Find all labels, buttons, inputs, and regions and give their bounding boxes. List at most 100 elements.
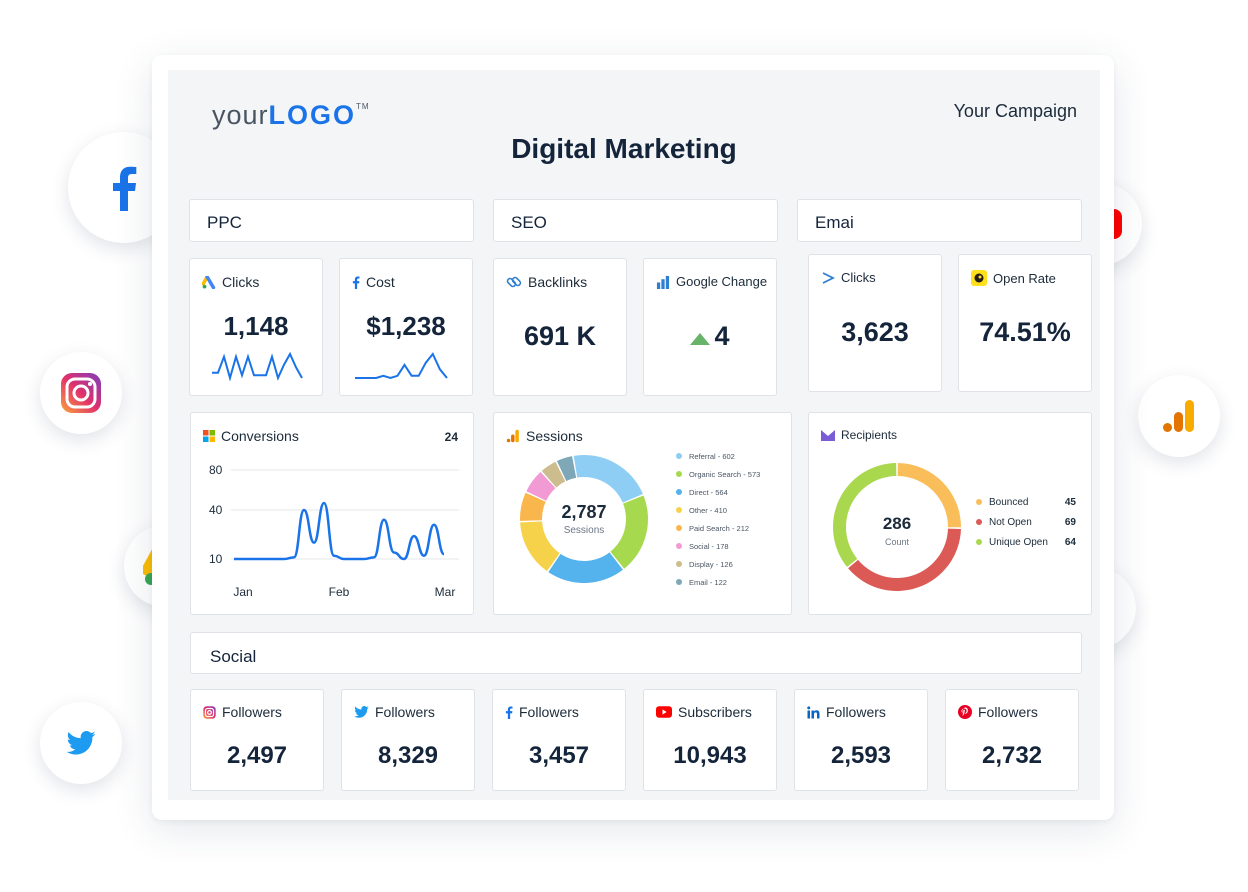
youtube-icon: [656, 706, 672, 718]
kpi-value: 74.51%: [979, 317, 1071, 347]
ppc-cost-card: Cost $1,238: [339, 258, 473, 396]
bar-chart-icon: [656, 275, 670, 289]
section-seo: SEO: [493, 199, 778, 242]
legend-swatch: [676, 489, 682, 495]
kpi-change: 4: [644, 321, 776, 352]
chart-title: Sessions: [526, 428, 583, 444]
google-analytics-bubble: [1138, 375, 1220, 457]
donut-slice: [897, 463, 961, 528]
google-ads-icon: [202, 275, 216, 289]
kpi-value: 2,593: [830, 742, 892, 769]
seo-backlinks-card: Backlinks 691 K: [493, 258, 627, 396]
legend-item: Bounced 45: [976, 492, 1076, 512]
instagram-icon: [61, 373, 101, 413]
legend-label: Other - 410: [689, 505, 727, 515]
y-tick-label: 80: [209, 463, 223, 477]
legend-item: Unique Open 64: [976, 532, 1076, 552]
chart-title: Conversions: [221, 428, 299, 444]
legend-item: Email - 122: [676, 573, 760, 591]
y-tick-label: 10: [209, 552, 223, 566]
chart-title: Recipients: [841, 428, 898, 442]
recipients-donut-chart: [833, 463, 961, 591]
donut-slice: [610, 495, 648, 569]
x-tick-label: Mar: [435, 585, 456, 599]
campaign-monitor-icon: [821, 429, 835, 441]
kpi-value: 2,732: [981, 742, 1043, 769]
kpi-value: 3,623: [841, 317, 909, 347]
legend-label: Direct - 564: [689, 487, 728, 497]
legend-label: Email - 122: [689, 577, 727, 587]
legend-item: Paid Search - 212: [676, 519, 760, 537]
legend-swatch: [676, 453, 682, 459]
legend-swatch: [976, 519, 982, 525]
kpi-label: Cost: [366, 274, 395, 290]
legend-label: Paid Search - 212: [689, 523, 750, 533]
google-analytics-icon: [506, 429, 519, 443]
section-social: Social: [190, 632, 1082, 674]
facebook-icon: [112, 166, 136, 211]
sessions-card: Sessions 2,787 Sessions Referral - 602 Or…: [493, 412, 792, 615]
kpi-label: Backlinks: [528, 274, 588, 290]
recipients-card: Recipients 286 Count Bounced 45 Not Open 69…: [808, 412, 1092, 615]
ppc-clicks-card: Clicks 1,148: [189, 258, 323, 396]
instagram-bubble: [40, 352, 122, 434]
donut-slice: [548, 552, 623, 583]
twitter-icon: [354, 706, 369, 718]
kpi-value: 2,497: [226, 742, 288, 769]
legend-swatch: [676, 561, 682, 567]
twitter-icon: [66, 731, 96, 755]
section-label: Social: [210, 647, 257, 666]
donut-slice: [526, 472, 556, 501]
legend-item: Other - 410: [676, 501, 760, 519]
clicks-sparkline: [212, 351, 303, 381]
legend-label: Referral - 602: [689, 451, 735, 461]
donut-slice: [520, 521, 560, 572]
legend-item: Direct - 564: [676, 483, 760, 501]
campaign-monitor-icon: [822, 271, 835, 284]
twitter-bubble: [40, 702, 122, 784]
x-tick-label: Jan: [233, 585, 252, 599]
kpi-label: Subscribers: [678, 704, 752, 720]
section-label: SEO: [511, 213, 547, 232]
kpi-label: Followers: [519, 704, 579, 720]
social-youtube-card: Subscribers 10,943: [643, 689, 777, 791]
instagram-icon: [203, 705, 216, 719]
kpi-value: 691 K: [523, 321, 597, 351]
kpi-label: Followers: [978, 704, 1038, 720]
section-email: Emai: [797, 199, 1082, 242]
legend-value: 64: [1064, 536, 1076, 548]
legend-swatch: [676, 525, 682, 531]
legend-item: Organic Search - 573: [676, 465, 760, 483]
seo-google-change-card: Google Change 4: [643, 258, 777, 396]
donut-center-label: Sessions: [563, 525, 605, 536]
sessions-donut-chart: [520, 455, 648, 583]
social-instagram-card: Followers 2,497: [190, 689, 324, 791]
kpi-label: Clicks: [841, 270, 876, 285]
legend-label: Organic Search - 573: [689, 469, 761, 479]
donut-slice: [520, 492, 546, 521]
social-pinterest-card: Followers 2,732: [945, 689, 1079, 791]
conversions-total: 24: [444, 430, 458, 444]
kpi-label: Followers: [375, 704, 435, 720]
sessions-legend: Referral - 602 Organic Search - 573 Direct…: [676, 447, 760, 591]
legend-label: Social - 178: [689, 541, 729, 551]
legend-swatch: [676, 579, 682, 585]
donut-center-value: 286: [882, 514, 912, 533]
kpi-label: Open Rate: [993, 270, 1056, 286]
legend-swatch: [676, 543, 682, 549]
legend-item: Not Open 69: [976, 512, 1076, 532]
kpi-value: 3,457: [528, 742, 590, 769]
kpi-value: 10,943: [673, 742, 747, 769]
email-open-rate-card: Open Rate 74.51%: [958, 254, 1092, 392]
legend-item: Referral - 602: [676, 447, 760, 465]
kpi-label: Followers: [826, 704, 886, 720]
conversions-card: Conversions 24 80 40 10 Jan Feb Mar: [190, 412, 474, 615]
social-linkedin-card: Followers 2,593: [794, 689, 928, 791]
pinterest-icon: [958, 705, 972, 719]
cost-sparkline: [355, 352, 448, 380]
legend-swatch: [976, 539, 982, 545]
kpi-value: $1,238: [366, 311, 446, 341]
donut-slice: [848, 528, 961, 591]
donut-center-label: Count: [884, 537, 910, 547]
legend-swatch: [676, 471, 682, 477]
